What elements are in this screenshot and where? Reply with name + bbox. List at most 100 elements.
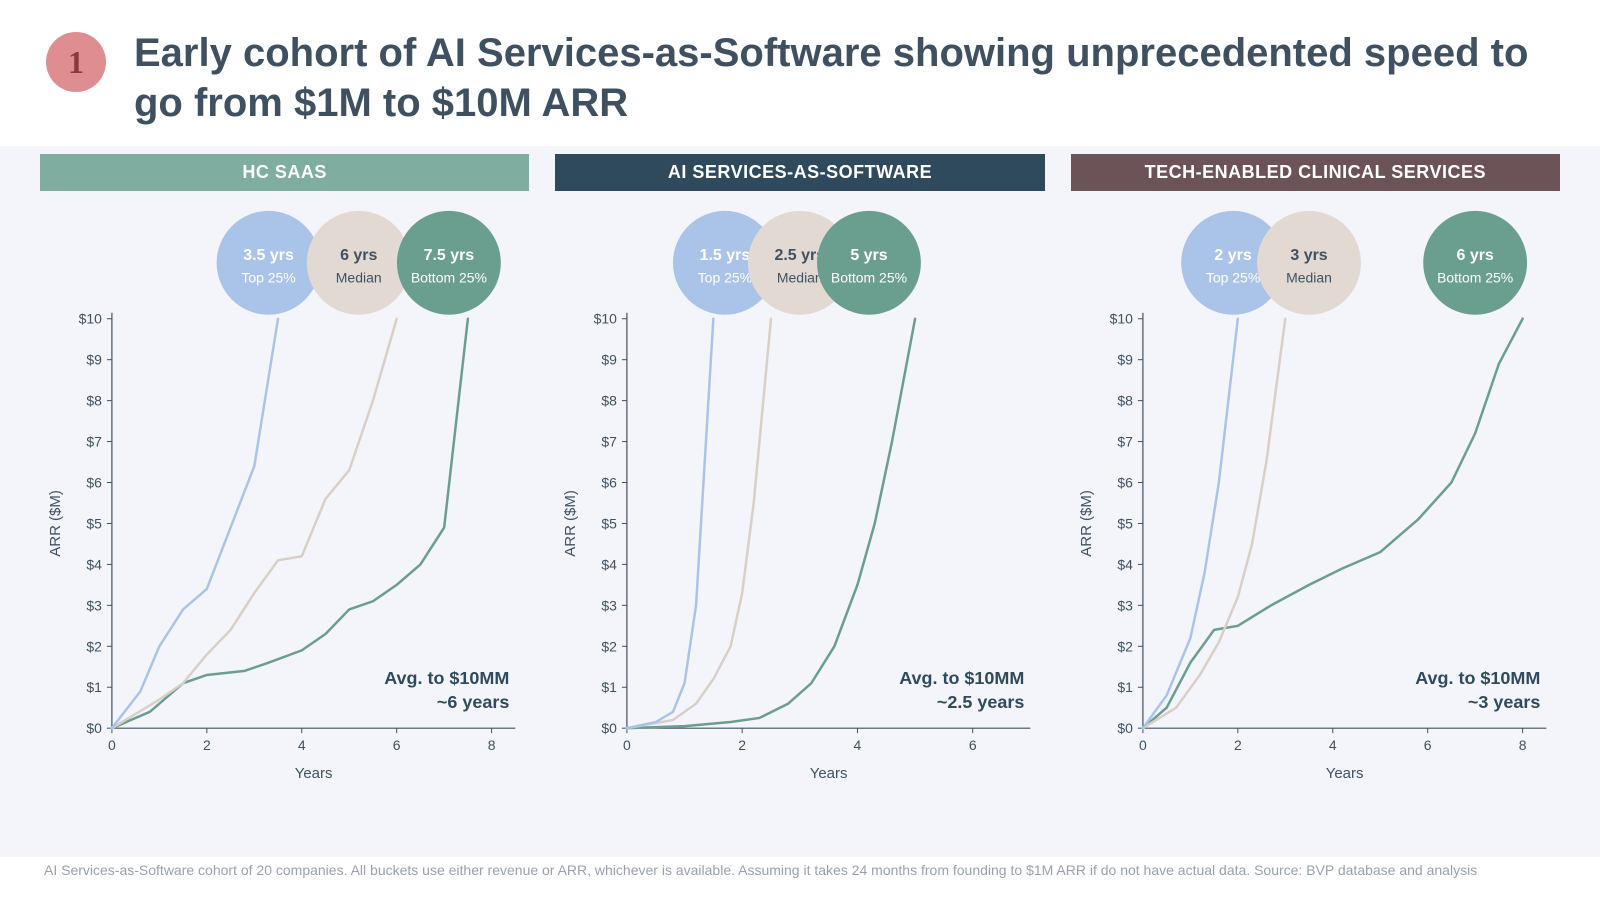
slide-root: 1 Early cohort of AI Services-as-Softwar… [0,0,1600,900]
annotation-bubble-median: 3 yrs Median [1257,211,1361,315]
y-tick-label: $8 [602,393,618,409]
annotation-bubble-median: 6 yrs Median [307,211,411,315]
y-tick-label: $5 [86,515,102,531]
series-line-bottom [627,319,915,728]
y-tick-label: $10 [1109,311,1133,327]
y-tick-label: $4 [602,556,618,572]
x-tick-label: 2 [739,737,747,753]
y-axis-title: ARR ($M) [47,490,64,557]
x-tick-label: 8 [1518,737,1526,753]
x-tick-label: 0 [623,737,631,753]
y-tick-label: $2 [86,638,102,654]
bubble-label-top: Top 25% [698,269,752,285]
chart-svg-ai_saas: $0$1$2$3$4$5$6$7$8$9$100246YearsARR ($M)… [555,191,1044,794]
y-tick-label: $1 [1117,679,1133,695]
y-tick-label: $7 [86,434,102,450]
y-tick-label: $7 [1117,434,1133,450]
panel-hc_saas: HC SAAS$0$1$2$3$4$5$6$7$8$9$1002468Years… [40,154,529,794]
y-axis-title: ARR ($M) [562,490,579,557]
y-axis-title: ARR ($M) [1078,490,1095,557]
x-axis-title: Years [295,765,333,782]
x-tick-label: 0 [1139,737,1147,753]
series-line-top [1143,319,1238,728]
series-line-median [627,319,771,728]
bubble-label-bottom: Bottom 25% [1437,269,1513,285]
slide-title: Early cohort of AI Services-as-Software … [134,28,1540,128]
series-line-bottom [112,319,468,728]
bubble-label-median: Median [336,269,382,285]
bubble-label-median: Median [777,269,823,285]
annotation-bubble-bottom: 7.5 yrs Bottom 25% [397,211,501,315]
x-tick-label: 4 [854,737,862,753]
y-tick-label: $6 [86,475,102,491]
y-tick-label: $5 [602,515,618,531]
bubble-label-median: Median [1286,269,1332,285]
y-tick-label: $0 [86,720,102,736]
slide-number: 1 [68,44,84,81]
bubble-years-median: 6 yrs [340,247,377,264]
y-tick-label: $9 [86,352,102,368]
annotation-bubble-top: 3.5 yrsTop 25% [217,211,321,315]
series-line-bottom [1143,319,1523,728]
x-axis-title: Years [810,765,848,782]
y-tick-label: $3 [1117,597,1133,613]
x-tick-label: 2 [1234,737,1242,753]
avg-note-line2: ~2.5 years [937,692,1024,712]
y-tick-label: $8 [86,393,102,409]
chart-ai_saas: $0$1$2$3$4$5$6$7$8$9$100246YearsARR ($M)… [555,191,1044,794]
y-tick-label: $10 [79,311,103,327]
y-tick-label: $4 [86,556,102,572]
panel-tecs: TECH-ENABLED CLINICAL SERVICES $0 $1 $2 $3 $4… [1071,154,1560,794]
y-tick-label: $1 [86,679,102,695]
bubble-years-top: 3.5 yrs [243,247,294,264]
y-tick-label: $9 [1117,352,1133,368]
series-line-top [627,319,713,728]
avg-note-line2: ~3 years [1468,692,1540,712]
annotation-bubble-bottom: 6 yrs Bottom 25% [1423,211,1527,315]
bubble-years-bottom: 6 yrs [1456,247,1493,264]
footnote-text: AI Services-as-Software cohort of 20 com… [0,857,1600,900]
x-tick-label: 2 [203,737,211,753]
chart-hc_saas: $0$1$2$3$4$5$6$7$8$9$1002468YearsARR ($M… [40,191,529,794]
y-tick-label: $2 [602,638,618,654]
panel-title-ai_saas: AI SERVICES-AS-SOFTWARE [555,154,1044,191]
bubble-label-bottom: Bottom 25% [831,269,907,285]
y-tick-label: $3 [602,597,618,613]
panel-title-tecs: TECH-ENABLED CLINICAL SERVICES [1071,154,1560,191]
annotation-bubble-bottom: 5 yrsBottom 25% [817,211,921,315]
y-tick-label: $6 [1117,475,1133,491]
y-tick-label: $9 [602,352,618,368]
x-tick-label: 8 [488,737,496,753]
series-line-median [1143,319,1285,728]
x-tick-label: 6 [1423,737,1431,753]
x-axis-title: Years [1325,765,1363,782]
y-tick-label: $0 [1117,720,1133,736]
bubble-label-bottom: Bottom 25% [411,269,487,285]
x-tick-label: 0 [108,737,116,753]
y-tick-label: $7 [602,434,618,450]
y-tick-label: $6 [602,475,618,491]
chart-tecs: $0 $1 $2 $3 $4 $5 $6 $7 $8 $9 $10 0 2 4 6 8 Years ARR ($M… [1071,191,1560,794]
bubble-years-median: 3 yrs [1290,247,1327,264]
y-tick-label: $2 [1117,638,1133,654]
panels-background: HC SAAS$0$1$2$3$4$5$6$7$8$9$1002468Years… [0,146,1600,857]
slide-header: 1 Early cohort of AI Services-as-Softwar… [0,0,1600,146]
slide-number-badge: 1 [46,32,106,92]
y-tick-label: $3 [86,597,102,613]
bubble-years-top: 1.5 yrs [700,247,751,264]
avg-note-line1: Avg. to $10MM [1415,668,1540,688]
y-tick-label: $10 [594,311,618,327]
y-tick-label: $0 [602,720,618,736]
x-tick-label: 4 [1329,737,1337,753]
avg-note-line1: Avg. to $10MM [900,668,1025,688]
y-tick-label: $5 [1117,515,1133,531]
panels-row: HC SAAS$0$1$2$3$4$5$6$7$8$9$1002468Years… [40,154,1560,794]
avg-note-line2: ~6 years [437,692,509,712]
y-tick-label: $8 [1117,393,1133,409]
panel-title-hc_saas: HC SAAS [40,154,529,191]
x-tick-label: 6 [393,737,401,753]
panel-ai_saas: AI SERVICES-AS-SOFTWARE$0$1$2$3$4$5$6$7$… [555,154,1044,794]
bubble-label-top: Top 25% [1206,269,1260,285]
bubble-years-bottom: 7.5 yrs [424,247,475,264]
y-tick-label: $4 [1117,556,1133,572]
